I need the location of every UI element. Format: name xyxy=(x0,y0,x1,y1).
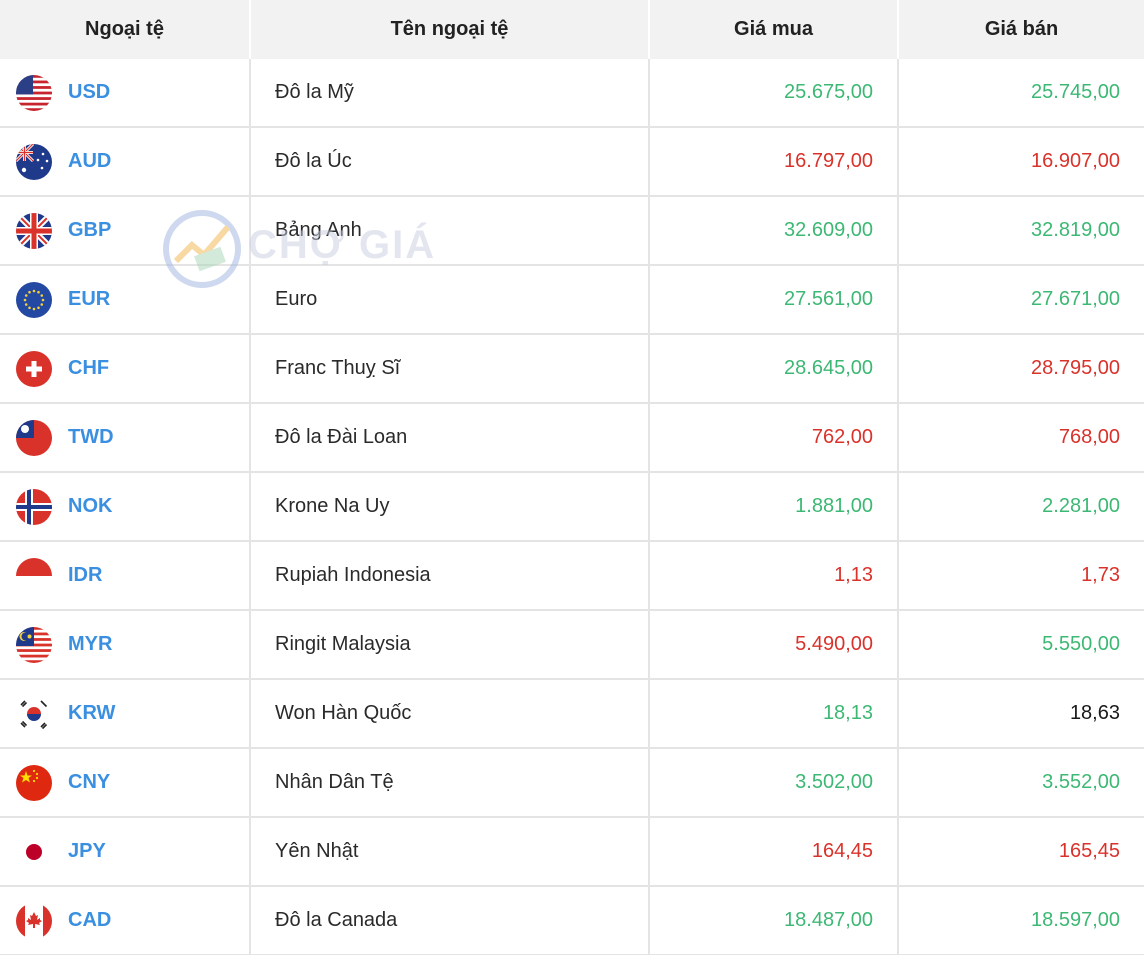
sell-price: 1,73 xyxy=(898,541,1144,611)
currency-code-cell: GBP xyxy=(0,196,251,266)
sell-price: 25.745,00 xyxy=(898,59,1144,128)
currency-code-link[interactable]: GBP xyxy=(68,219,112,241)
currency-code-link[interactable]: JPY xyxy=(68,840,106,862)
currency-name: Nhân Dân Tệ xyxy=(250,748,650,818)
buy-price: 25.675,00 xyxy=(649,59,899,128)
currency-code-cell: IDR xyxy=(0,541,251,611)
sell-price: 2.281,00 xyxy=(898,472,1144,542)
table-row: CNY Nhân Dân Tệ 3.502,00 3.552,00 xyxy=(0,748,1144,818)
sell-price: 18,63 xyxy=(898,679,1144,749)
my-flag-icon xyxy=(16,626,52,663)
currency-name: Đô la Úc xyxy=(250,127,650,197)
table-row: TWD Đô la Đài Loan 762,00 768,00 xyxy=(0,403,1144,473)
ch-flag-icon xyxy=(16,350,52,387)
table-row: MYR Ringit Malaysia 5.490,00 5.550,00 xyxy=(0,610,1144,680)
table-header: Ngoại tệ Tên ngoại tệ Giá mua Giá bán xyxy=(0,0,1144,59)
currency-code-cell: KRW xyxy=(0,679,251,749)
us-flag-icon xyxy=(16,74,52,111)
header-code: Ngoại tệ xyxy=(0,0,251,59)
sell-price: 165,45 xyxy=(898,817,1144,887)
currency-name: Đô la Đài Loan xyxy=(250,403,650,473)
currency-code-link[interactable]: CNY xyxy=(68,771,111,793)
currency-code-cell: CHF xyxy=(0,334,251,404)
currency-name: Ringit Malaysia xyxy=(250,610,650,680)
currency-name: Bảng Anh xyxy=(250,196,650,266)
currency-code-link[interactable]: EUR xyxy=(68,288,111,310)
buy-price: 16.797,00 xyxy=(649,127,899,197)
header-buy: Giá mua xyxy=(649,0,899,59)
currency-code-cell: NOK xyxy=(0,472,251,542)
table-row: USD Đô la Mỹ 25.675,00 25.745,00 xyxy=(0,59,1144,128)
currency-name: Đô la Mỹ xyxy=(250,59,650,128)
table-row: CAD Đô la Canada 18.487,00 18.597,00 xyxy=(0,886,1144,955)
currency-name: Yên Nhật xyxy=(250,817,650,887)
buy-price: 18.487,00 xyxy=(649,886,899,955)
table-body: USD Đô la Mỹ 25.675,00 25.745,00 AUD Đô la Úc… xyxy=(0,59,1144,955)
currency-code-cell: EUR xyxy=(0,265,251,335)
table-row: CHF Franc Thuỵ Sĩ 28.645,00 28.795,00 xyxy=(0,334,1144,404)
gb-flag-icon xyxy=(16,212,52,249)
currency-code-cell: CNY xyxy=(0,748,251,818)
cn-flag-icon xyxy=(16,764,52,801)
table-row: KRW Won Hàn Quốc 18,13 18,63 xyxy=(0,679,1144,749)
jp-flag-icon xyxy=(16,833,52,870)
currency-code-cell: MYR xyxy=(0,610,251,680)
sell-price: 5.550,00 xyxy=(898,610,1144,680)
table-row: EUR Euro 27.561,00 27.671,00 xyxy=(0,265,1144,335)
currency-code-cell: CAD xyxy=(0,886,251,955)
currency-code-link[interactable]: NOK xyxy=(68,495,113,517)
buy-price: 32.609,00 xyxy=(649,196,899,266)
id-flag-icon xyxy=(16,557,52,594)
kr-flag-icon xyxy=(16,695,52,732)
buy-price: 164,45 xyxy=(649,817,899,887)
header-sell: Giá bán xyxy=(898,0,1144,59)
table-row: NOK Krone Na Uy 1.881,00 2.281,00 xyxy=(0,472,1144,542)
sell-price: 3.552,00 xyxy=(898,748,1144,818)
currency-code-link[interactable]: IDR xyxy=(68,564,103,586)
table-row: JPY Yên Nhật 164,45 165,45 xyxy=(0,817,1144,887)
sell-price: 18.597,00 xyxy=(898,886,1144,955)
buy-price: 18,13 xyxy=(649,679,899,749)
table-row: GBP Bảng Anh 32.609,00 32.819,00 xyxy=(0,196,1144,266)
currency-name: Rupiah Indonesia xyxy=(250,541,650,611)
currency-name: Đô la Canada xyxy=(250,886,650,955)
currency-name: Krone Na Uy xyxy=(250,472,650,542)
au-flag-icon xyxy=(16,143,52,180)
currency-code-cell: JPY xyxy=(0,817,251,887)
currency-code-cell: AUD xyxy=(0,127,251,197)
currency-code-link[interactable]: TWD xyxy=(68,426,114,448)
currency-code-link[interactable]: CAD xyxy=(68,909,112,931)
currency-code-link[interactable]: CHF xyxy=(68,357,110,379)
currency-code-link[interactable]: KRW xyxy=(68,702,116,724)
buy-price: 1.881,00 xyxy=(649,472,899,542)
sell-price: 768,00 xyxy=(898,403,1144,473)
currency-name: Won Hàn Quốc xyxy=(250,679,650,749)
buy-price: 762,00 xyxy=(649,403,899,473)
currency-code-link[interactable]: MYR xyxy=(68,633,113,655)
currency-code-cell: TWD xyxy=(0,403,251,473)
currency-name: Euro xyxy=(250,265,650,335)
buy-price: 28.645,00 xyxy=(649,334,899,404)
sell-price: 16.907,00 xyxy=(898,127,1144,197)
table-row: IDR Rupiah Indonesia 1,13 1,73 xyxy=(0,541,1144,611)
sell-price: 32.819,00 xyxy=(898,196,1144,266)
buy-price: 27.561,00 xyxy=(649,265,899,335)
ca-flag-icon xyxy=(16,902,52,939)
buy-price: 1,13 xyxy=(649,541,899,611)
no-flag-icon xyxy=(16,488,52,525)
currency-code-cell: USD xyxy=(0,59,251,128)
sell-price: 27.671,00 xyxy=(898,265,1144,335)
header-name: Tên ngoại tệ xyxy=(250,0,650,59)
tw-flag-icon xyxy=(16,419,52,456)
currency-name: Franc Thuỵ Sĩ xyxy=(250,334,650,404)
buy-price: 3.502,00 xyxy=(649,748,899,818)
currency-code-link[interactable]: USD xyxy=(68,81,111,103)
table-row: AUD Đô la Úc 16.797,00 16.907,00 xyxy=(0,127,1144,197)
currency-code-link[interactable]: AUD xyxy=(68,150,112,172)
eu-flag-icon xyxy=(16,281,52,318)
sell-price: 28.795,00 xyxy=(898,334,1144,404)
buy-price: 5.490,00 xyxy=(649,610,899,680)
